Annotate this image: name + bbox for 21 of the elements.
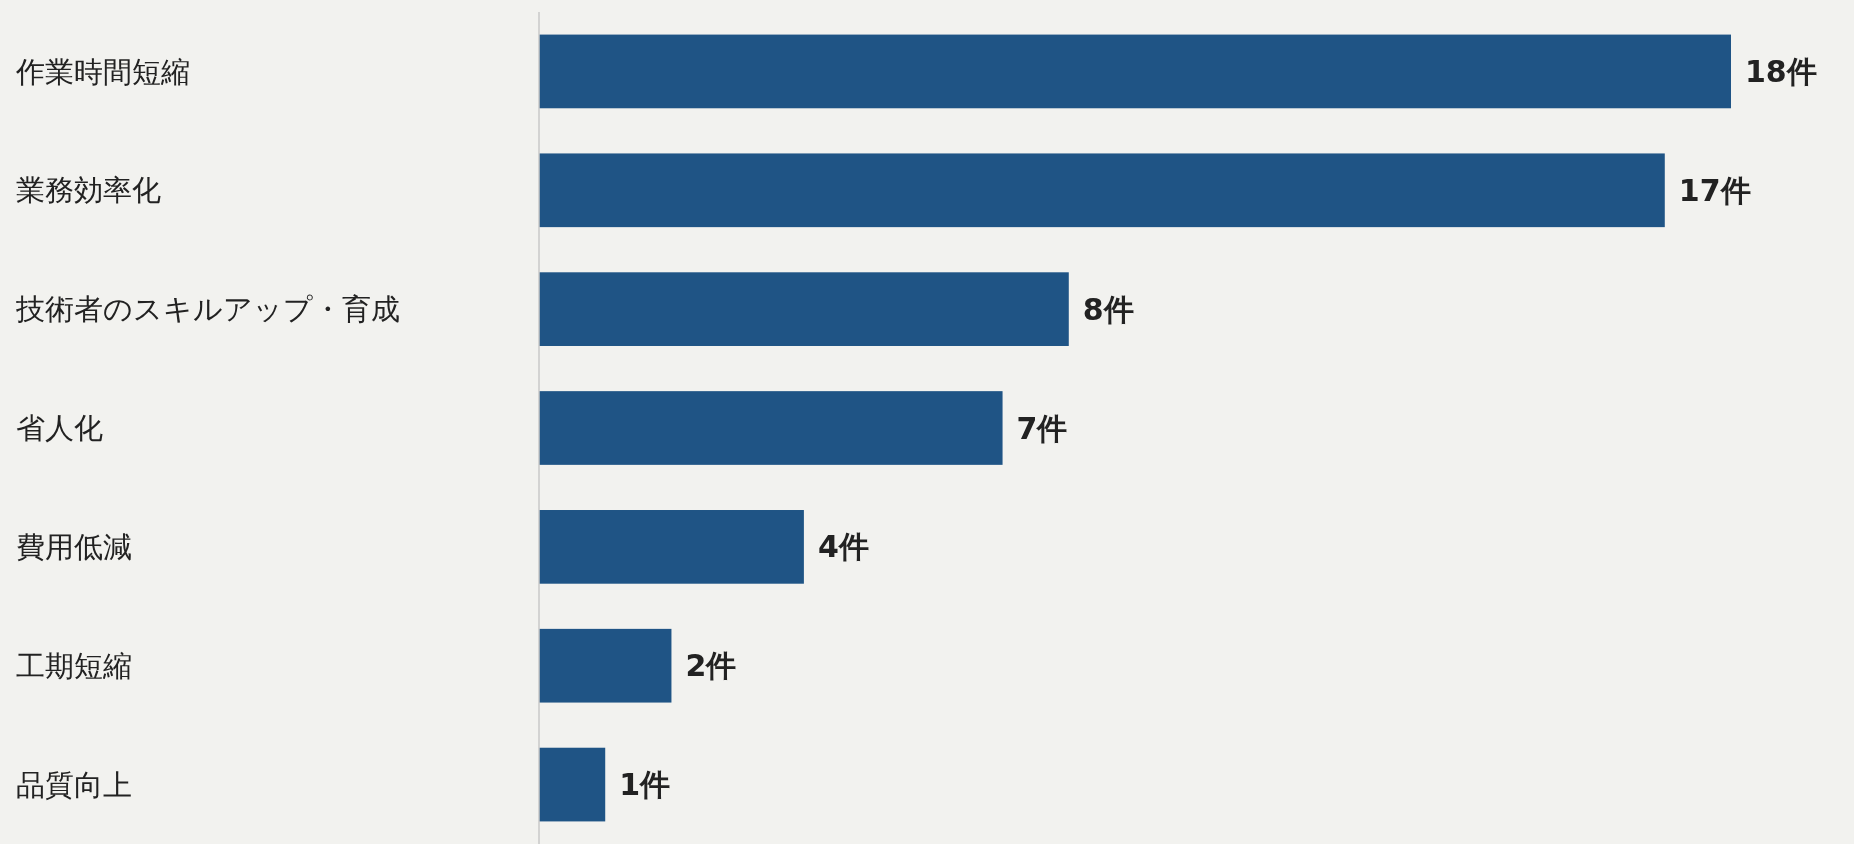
y-tick-label: 技術者のスキルアップ・育成 (15, 292, 400, 327)
data-label: 1件 (619, 767, 671, 803)
bar (539, 628, 672, 703)
data-label: 2件 (685, 648, 737, 684)
y-tick-label: 作業時間短縮 (15, 54, 190, 89)
y-tick-label: 省人化 (16, 411, 103, 446)
data-label: 7件 (1016, 410, 1068, 446)
bar (539, 272, 1069, 346)
bar (539, 391, 1003, 465)
y-tick-label: 費用低減 (16, 530, 132, 565)
bar (539, 510, 804, 584)
bar (539, 34, 1731, 109)
bar (539, 747, 606, 822)
y-tick-label: 業務効率化 (16, 173, 161, 208)
data-label: 18件 (1745, 53, 1817, 89)
data-label: 8件 (1082, 291, 1134, 327)
data-label: 17件 (1678, 172, 1751, 208)
data-label: 4件 (817, 529, 869, 565)
y-tick-label: 工期短縮 (16, 648, 132, 683)
y-tick-label: 品質向上 (16, 767, 132, 802)
bar (539, 153, 1665, 228)
